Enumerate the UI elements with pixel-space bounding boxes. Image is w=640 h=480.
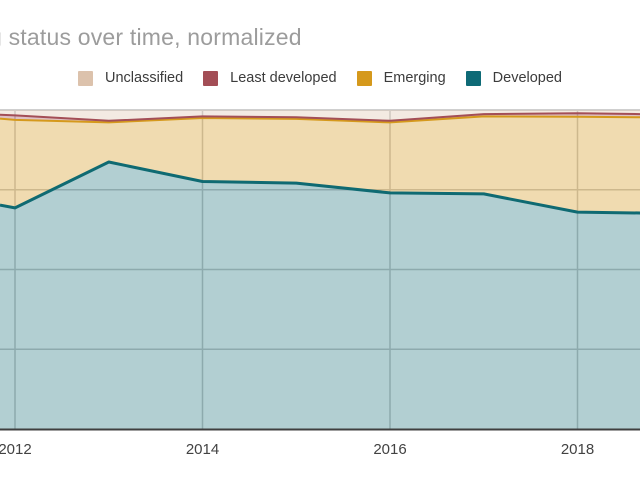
legend-item-developed[interactable]: Developed	[465, 70, 562, 86]
line-emerging	[0, 115, 640, 124]
legend-swatch-developed	[465, 70, 481, 86]
x-axis-label: 2012	[0, 441, 32, 458]
x-axis-label: 2014	[185, 441, 220, 458]
chart-title: g status over time, normalized	[0, 24, 302, 50]
legend-item-least-developed[interactable]: Least developed	[203, 70, 337, 86]
x-axis-label: 2016	[373, 441, 407, 458]
legend-label: Emerging	[383, 70, 446, 86]
line-developed	[0, 160, 640, 215]
area-least-developed	[0, 113, 640, 123]
legend-swatch-emerging	[356, 70, 372, 86]
legend-label: Developed	[492, 70, 562, 86]
legend-swatch-least-developed	[203, 70, 219, 86]
chart-legend: Unclassified Least developed Emerging De…	[0, 70, 640, 86]
legend-label: Least developed	[230, 70, 337, 86]
legend-swatch-unclassified	[78, 70, 93, 86]
area-developed	[0, 162, 640, 429]
line-least-developed	[0, 112, 640, 122]
legend-item-unclassified[interactable]: Unclassified	[78, 70, 183, 86]
legend-item-emerging[interactable]: Emerging	[356, 70, 446, 86]
legend-label: Unclassified	[105, 70, 184, 86]
area-emerging	[0, 116, 640, 213]
x-axis-labels: 2012 2014 2016 2018	[0, 441, 640, 461]
x-axis-label: 2018	[560, 441, 595, 458]
